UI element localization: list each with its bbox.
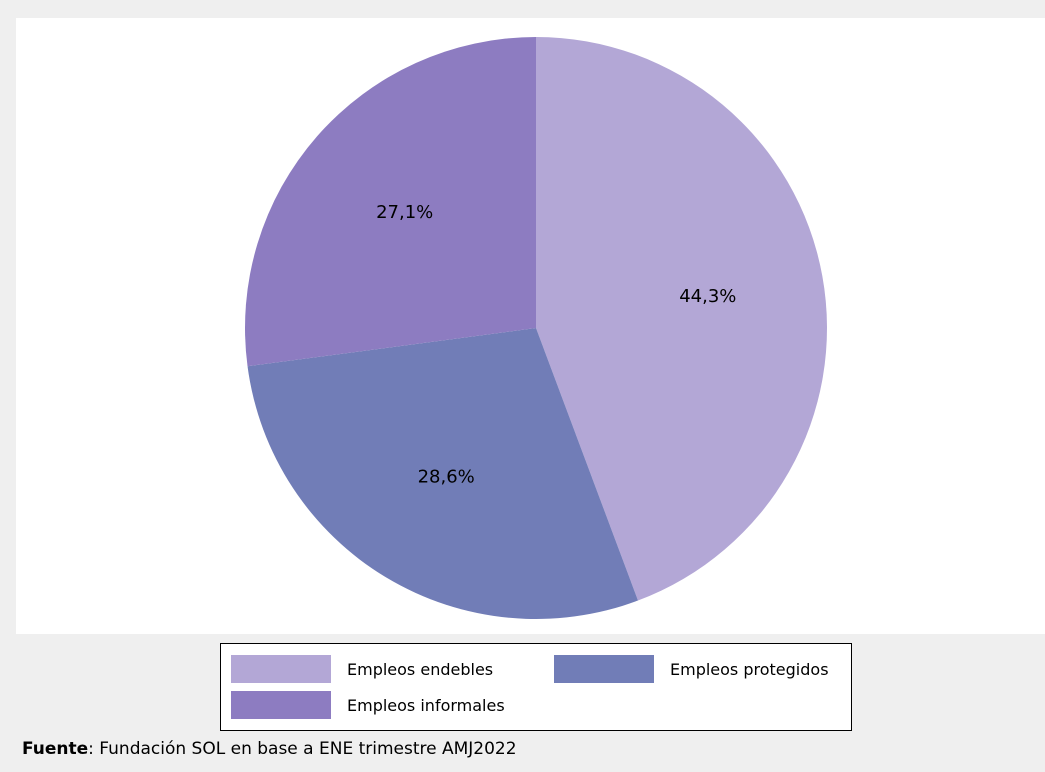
legend-swatch-empleos-endebles — [231, 655, 331, 683]
pie-slice-empleos-protegidos — [247, 328, 639, 619]
source-text: : Fundación SOL en base a ENE trimestre … — [88, 739, 517, 759]
legend-label-empleos-protegidos: Empleos protegidos — [670, 659, 829, 679]
source-prefix: Fuente — [22, 739, 89, 759]
legend-label-empleos-informales: Empleos informales — [347, 695, 505, 715]
legend-item-empleos-informales: Empleos informales — [231, 691, 505, 719]
legend-swatch-empleos-informales — [231, 691, 331, 719]
data-label-empleos-endebles: 44,3% — [679, 286, 736, 307]
pie-slice-empleos-informales — [244, 37, 536, 367]
data-label-empleos-protegidos: 28,6% — [418, 467, 475, 488]
source-note: Fuente: Fundación SOL en base a ENE trim… — [22, 739, 517, 759]
pie-slice-empleos-endebles — [536, 37, 827, 601]
pie-chart: 44,3% 28,6% 27,1% — [244, 37, 827, 619]
plot-area: 44,3% 28,6% 27,1% — [16, 18, 1045, 634]
data-label-empleos-informales: 27,1% — [376, 202, 433, 223]
legend: Empleos endebles Empleos protegidos Empl… — [220, 643, 852, 731]
legend-label-empleos-endebles: Empleos endebles — [347, 659, 494, 679]
legend-swatch-empleos-protegidos — [554, 655, 654, 683]
legend-item-empleos-protegidos: Empleos protegidos — [554, 655, 829, 683]
legend-item-empleos-endebles: Empleos endebles — [231, 655, 493, 683]
